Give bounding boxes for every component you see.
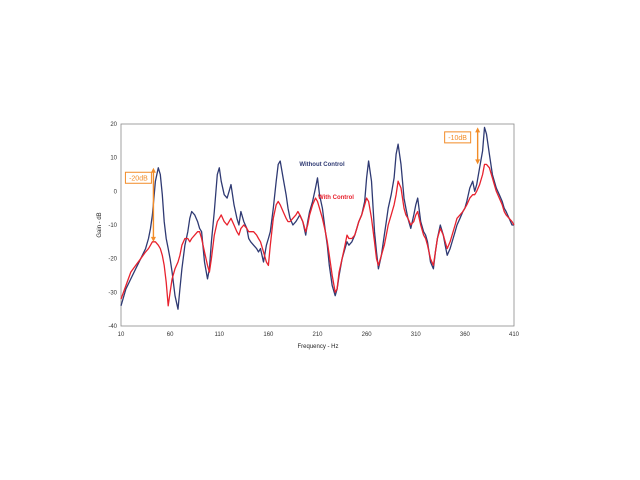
x-tick-label: 210 bbox=[312, 332, 323, 338]
x-axis-label: Frequency - Hz bbox=[297, 344, 338, 350]
plot-area bbox=[120, 123, 515, 327]
annotation-arrowhead bbox=[475, 159, 481, 165]
y-tick-label: -20 bbox=[108, 257, 117, 263]
series-label-with-control: With Control bbox=[318, 195, 354, 201]
annotation-label: -10dB bbox=[448, 135, 467, 142]
x-tick-label: 60 bbox=[167, 332, 174, 338]
tick-labels: 10 60 110 160 210 260 310 360 410 -40 -30 -20 -10 0 10… bbox=[108, 122, 519, 338]
annotation-box bbox=[444, 131, 472, 144]
annotation-label: -20dB bbox=[129, 175, 148, 182]
y-axis-label: Gain - dB bbox=[97, 212, 103, 237]
annotation-box bbox=[124, 171, 152, 184]
y-tick-label: -40 bbox=[108, 324, 117, 330]
series-line-with-control bbox=[120, 163, 515, 307]
x-tick-label: 10 bbox=[118, 332, 125, 338]
x-tick-label: 310 bbox=[411, 332, 422, 338]
series-lines: Without Control With Control bbox=[120, 126, 515, 310]
y-tick-label: 20 bbox=[110, 122, 117, 128]
x-tick-label: 110 bbox=[214, 332, 224, 338]
plot-frame bbox=[120, 123, 515, 327]
annotation-arrowhead bbox=[475, 127, 481, 133]
x-tick-label: 360 bbox=[460, 332, 471, 338]
series-label-without-control: Without Control bbox=[299, 162, 345, 168]
series-line-without-control bbox=[120, 126, 514, 310]
annotation-arrowhead bbox=[150, 236, 156, 242]
y-tick-label: 0 bbox=[114, 189, 118, 195]
x-tick-label: 260 bbox=[362, 332, 373, 338]
annotations: -20dB -10dB bbox=[124, 127, 481, 242]
x-tick-label: 160 bbox=[263, 332, 274, 338]
y-tick-label: 10 bbox=[110, 156, 117, 162]
y-tick-label: -30 bbox=[108, 290, 117, 296]
annotation-arrowhead bbox=[150, 167, 156, 173]
x-tick-label: 410 bbox=[509, 332, 520, 338]
y-tick-label: -10 bbox=[108, 223, 117, 229]
